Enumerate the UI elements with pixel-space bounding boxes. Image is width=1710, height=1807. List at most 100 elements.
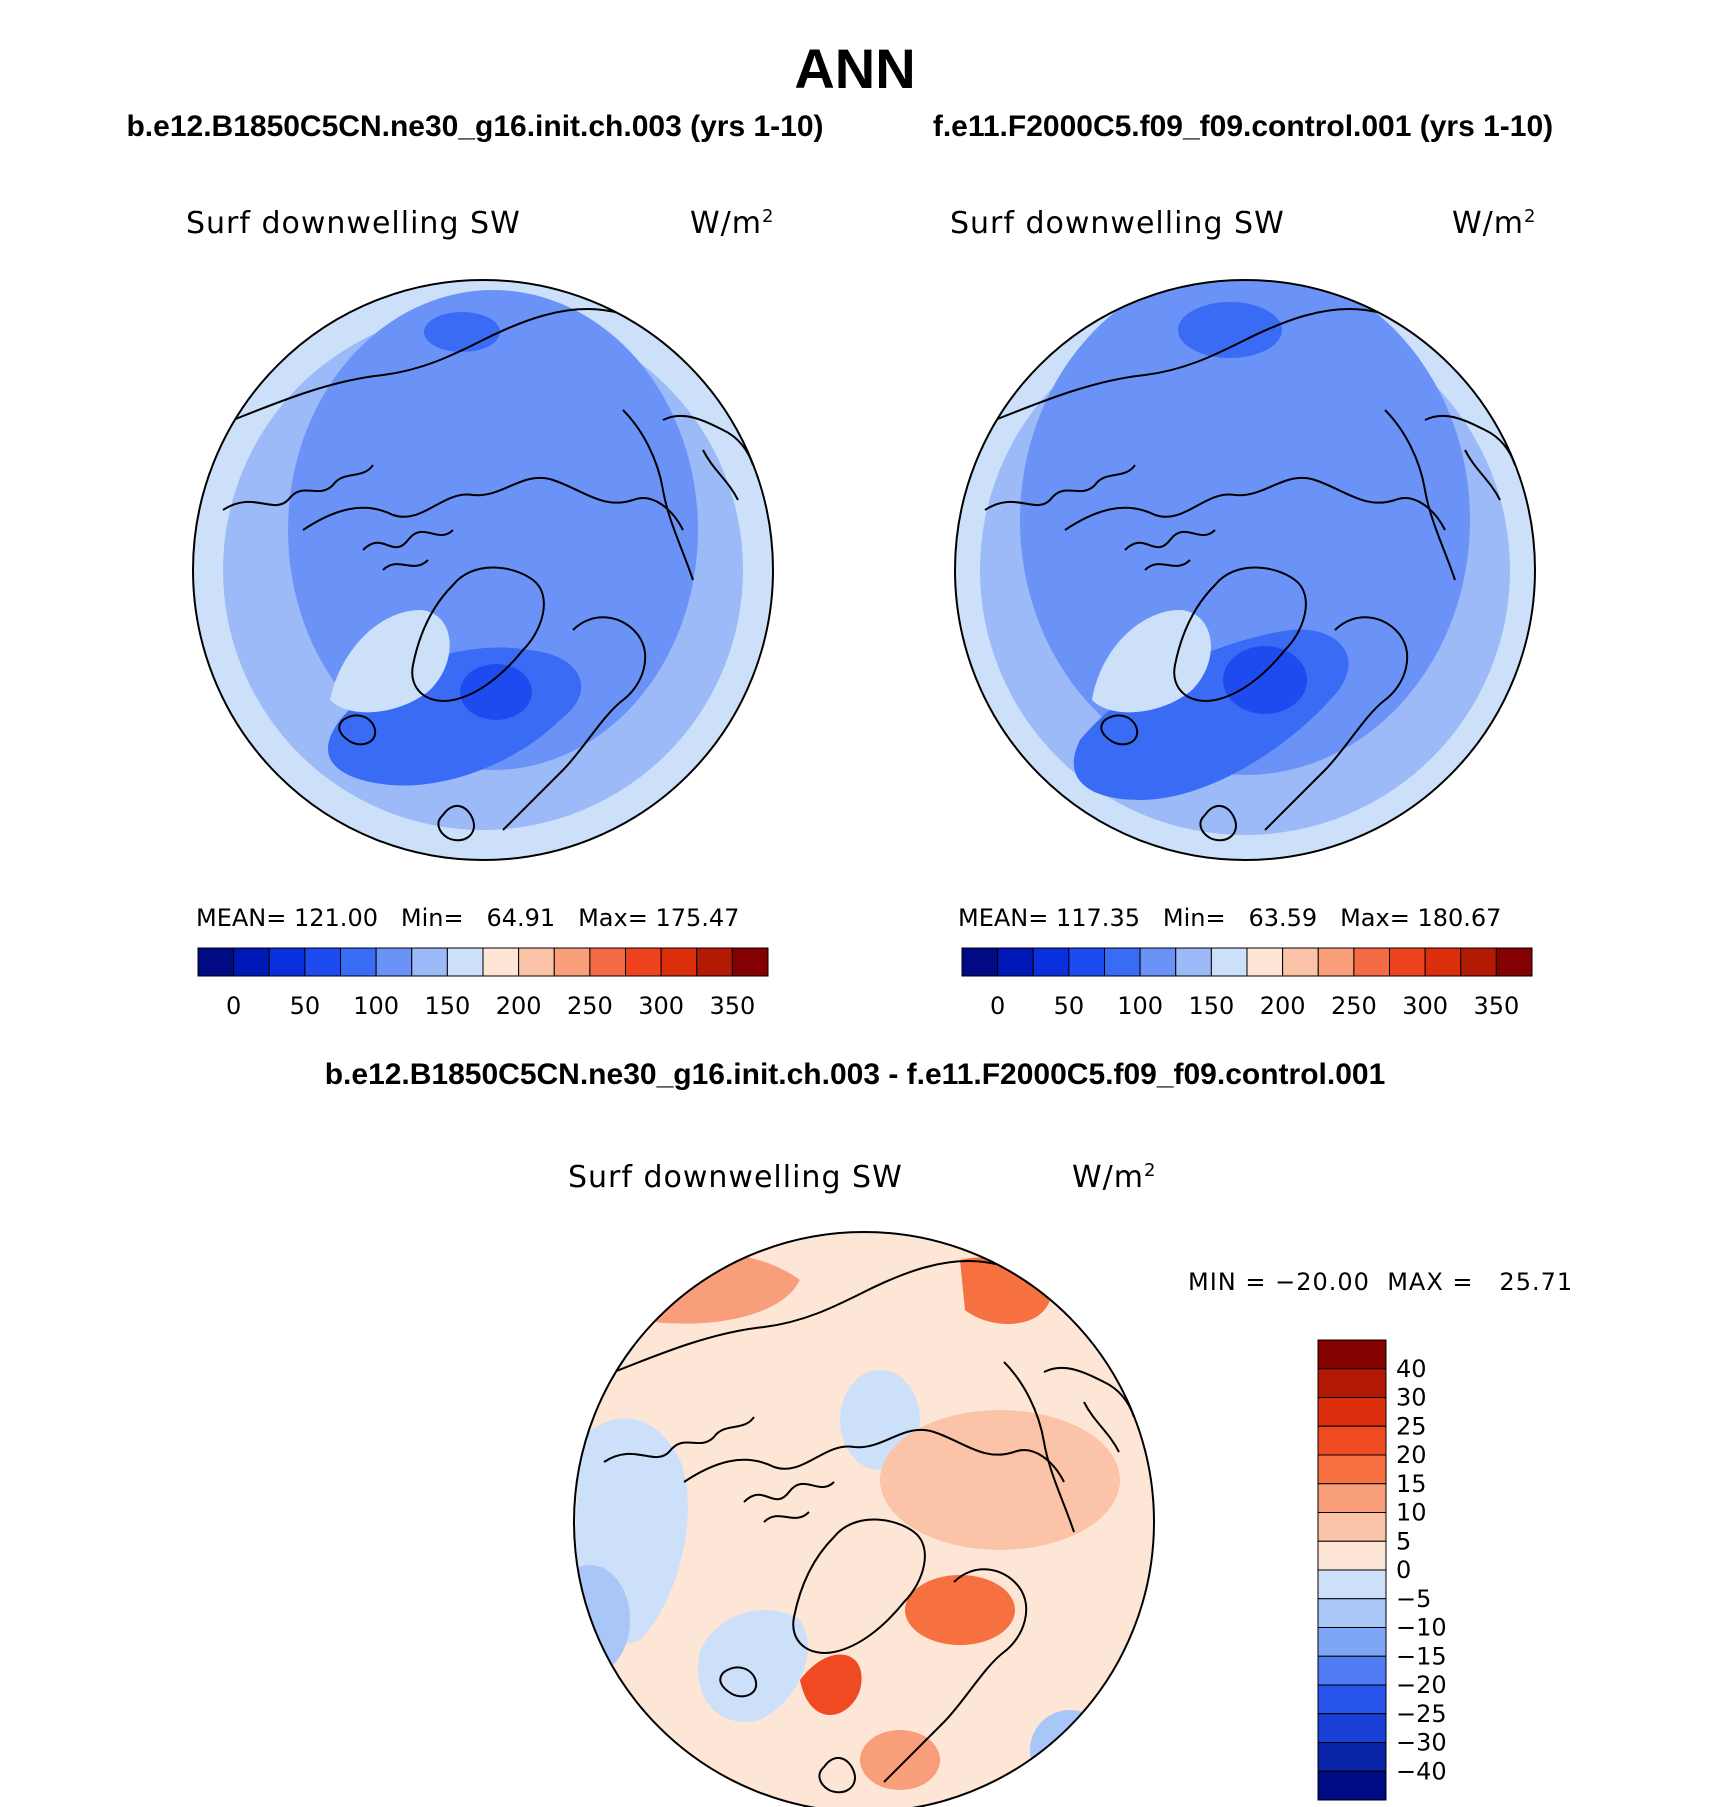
panel2-colorbar-box xyxy=(1068,947,1105,977)
panel1-max-label: Max= xyxy=(578,904,648,932)
panel2-mean-label: MEAN= xyxy=(958,904,1049,932)
diff-colorbar-tick-label: −25 xyxy=(1396,1700,1447,1728)
panel2-colorbar-box xyxy=(1139,947,1177,977)
diff-variable-label: Surf downwelling SW xyxy=(568,1160,903,1195)
panel2-colorbar-tick-label: 150 xyxy=(1188,992,1234,1020)
diff-colorbar-box xyxy=(1317,1627,1387,1657)
panel1-mean-label: MEAN= xyxy=(196,904,287,932)
diff-colorbar-box xyxy=(1317,1454,1387,1485)
panel1-colorbar-box xyxy=(446,947,484,977)
panel2-colorbar-box xyxy=(1495,947,1533,977)
panel2-colorbar-box xyxy=(1353,947,1390,977)
panel2-colorbar-tick-label: 350 xyxy=(1473,992,1519,1020)
panel1-colorbar-box xyxy=(625,947,662,977)
panel1-colorbar-box xyxy=(482,947,520,977)
diff-colorbar-box xyxy=(1317,1397,1387,1427)
panel2-colorbar-box xyxy=(961,947,999,977)
panel2-field-north-low xyxy=(1178,302,1282,358)
diff-case-title: b.e12.B1850C5CN.ne30_g16.init.ch.003 - f… xyxy=(324,1058,1386,1091)
panel2-colorbar-tick-label: 0 xyxy=(990,992,1005,1020)
panel2-map xyxy=(954,279,1536,861)
panel1-field-north-low xyxy=(424,312,500,352)
diff-field-greenland-neg xyxy=(698,1610,808,1722)
diff-colorbar-box xyxy=(1317,1483,1387,1513)
panel2-colorbar-box xyxy=(1282,947,1319,977)
panel2-mean-value: 117.35 xyxy=(1056,904,1140,932)
panel1-map-border xyxy=(192,279,774,861)
panel2-colorbar-tick-label: 200 xyxy=(1260,992,1306,1020)
panel1-units-label: W/m2 xyxy=(690,206,775,241)
panel1-colorbar-box xyxy=(696,947,733,977)
panel2-colorbar-tick-label: 300 xyxy=(1402,992,1448,1020)
panel1-colorbar-box xyxy=(518,947,555,977)
diff-colorbar-tick-label: 20 xyxy=(1396,1441,1427,1469)
panel1-colorbar: 0 50 100 150 200 250 300 350 xyxy=(197,947,769,1020)
panel2-colorbar-box xyxy=(1032,947,1070,977)
diff-field-atlantic-pos xyxy=(905,1575,1015,1645)
diff-stats: MIN = −20.00 MAX = 25.71 xyxy=(1188,1268,1573,1296)
panel1-colorbar-box xyxy=(375,947,413,977)
panel2-variable-label: Surf downwelling SW xyxy=(950,206,1285,241)
panel1-colorbar-tick-label: 250 xyxy=(567,992,613,1020)
diff-colorbar-box xyxy=(1317,1339,1387,1370)
panel2-max-value: 180.67 xyxy=(1417,904,1502,932)
diff-colorbar-tick-label: 15 xyxy=(1396,1470,1427,1498)
panel1-colorbar-box xyxy=(553,947,591,977)
diff-colorbar-tick-label: 30 xyxy=(1396,1384,1427,1412)
panel1-min-value: 64.91 xyxy=(486,904,556,932)
panel2-colorbar-box xyxy=(1104,947,1141,977)
panel1-colorbar-box xyxy=(304,947,341,977)
panel1-mean-value: 121.00 xyxy=(294,904,378,932)
diff-colorbar-box xyxy=(1317,1713,1387,1743)
diff-colorbar-box xyxy=(1317,1512,1387,1542)
panel1-colorbar-tick-label: 350 xyxy=(709,992,755,1020)
panel2-case-title: f.e11.F2000C5.f09_f09.control.001 (yrs 1… xyxy=(932,110,1554,143)
diff-colorbar-tick-label: −30 xyxy=(1396,1729,1447,1757)
panel2-map-border xyxy=(954,279,1536,861)
diff-colorbar-box xyxy=(1317,1569,1387,1600)
panel2-colorbar-box xyxy=(1246,947,1284,977)
figure-title: ANN xyxy=(794,37,916,100)
diff-colorbar-tick-label: −15 xyxy=(1396,1642,1447,1670)
panel1-colorbar-box xyxy=(233,947,270,977)
diff-max-label: MAX = xyxy=(1387,1268,1474,1296)
diff-min-label: MIN = xyxy=(1188,1268,1267,1296)
diff-colorbar-tick-label: −40 xyxy=(1396,1757,1447,1785)
panel2-min-value: 63.59 xyxy=(1248,904,1318,932)
panel1-colorbar-tick-label: 100 xyxy=(353,992,399,1020)
panel2-colorbar-box xyxy=(1175,947,1212,977)
panel1-colorbar-tick-label: 300 xyxy=(638,992,684,1020)
diff-field-alaska-pos xyxy=(960,1257,1050,1324)
panel1-colorbar-tick-label: 150 xyxy=(424,992,470,1020)
panel1-max-value: 175.47 xyxy=(655,904,740,932)
panel1-colorbar-tick-label: 0 xyxy=(226,992,241,1020)
panel2-colorbar: 0 50 100 150 200 250 300 350 xyxy=(961,947,1533,1020)
diff-colorbar-box xyxy=(1317,1742,1387,1772)
diff-colorbar-box xyxy=(1317,1598,1387,1628)
diff-map-border xyxy=(573,1231,1155,1807)
panel2-min-label: Min= xyxy=(1162,904,1226,932)
panel1-colorbar-tick-label: 50 xyxy=(290,992,321,1020)
panel1-min-label: Min= xyxy=(400,904,464,932)
panel2-field-greenland xyxy=(1092,610,1211,713)
panel2-max-label: Max= xyxy=(1340,904,1410,932)
diff-colorbar-tick-label: 0 xyxy=(1396,1556,1411,1584)
panel1-colorbar-box xyxy=(731,947,769,977)
panel2-colorbar-box xyxy=(1389,947,1426,977)
diff-units-label: W/m2 xyxy=(1072,1160,1157,1195)
diff-colorbar-box xyxy=(1317,1425,1387,1456)
diff-colorbar-box xyxy=(1317,1368,1387,1398)
panel1-stats: MEAN= 121.00 Min= 64.91 Max= 175.47 xyxy=(196,904,739,932)
panel1-field-greenland xyxy=(330,610,450,713)
diff-colorbar-box xyxy=(1317,1770,1387,1801)
panel2-units-label: W/m2 xyxy=(1452,206,1537,241)
panel1-colorbar-box xyxy=(589,947,626,977)
panel2-colorbar-tick-label: 50 xyxy=(1054,992,1085,1020)
panel1-colorbar-box xyxy=(411,947,448,977)
diff-colorbar-tick-label: −5 xyxy=(1396,1585,1431,1613)
panel2-stats: MEAN= 117.35 Min= 63.59 Max= 180.67 xyxy=(958,904,1501,932)
panel1-colorbar-box xyxy=(197,947,235,977)
diff-colorbar-box xyxy=(1317,1540,1387,1571)
